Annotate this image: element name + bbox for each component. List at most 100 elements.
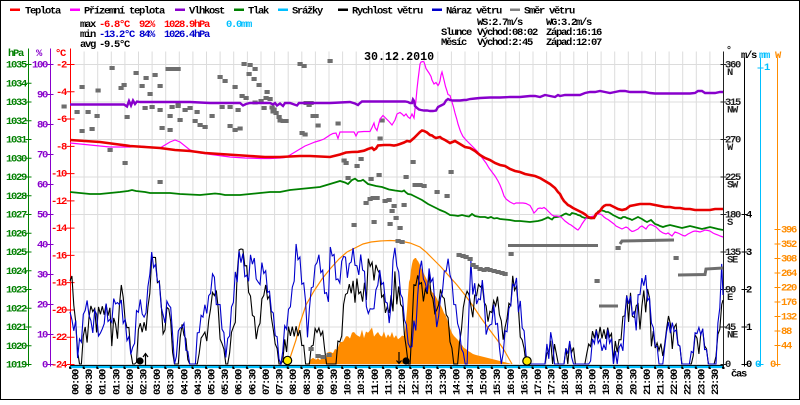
svg-text:-14: -14 [51,223,67,235]
svg-text:1034: 1034 [6,78,27,90]
svg-text:20: 20 [37,300,48,312]
svg-text:44: 44 [781,341,792,353]
svg-text:NE: NE [727,330,738,342]
svg-text:Východ:08:02: Východ:08:02 [477,27,538,39]
svg-text:15:00: 15:00 [479,369,491,395]
svg-text:02:00: 02:00 [125,369,137,395]
svg-text:WG:3.2m/s: WG:3.2m/s [546,17,592,29]
svg-text:min: min [80,29,96,41]
svg-text:Tlak: Tlak [248,6,269,18]
svg-text:17:00: 17:00 [533,369,545,395]
svg-text:00:30: 00:30 [84,369,96,395]
svg-text:WS:2.7m/s: WS:2.7m/s [477,17,523,29]
svg-text:Směr větru: Směr větru [524,6,575,18]
svg-text:19:30: 19:30 [601,369,613,395]
svg-text:-22: -22 [51,332,67,344]
svg-text:NW: NW [727,105,739,117]
svg-text:22:30: 22:30 [683,369,695,395]
svg-text:0: 0 [770,359,776,371]
svg-text:m/s: m/s [741,50,757,62]
svg-text:čas: čas [731,369,747,381]
svg-text:01:30: 01:30 [111,369,123,395]
svg-text:07:30: 07:30 [275,369,287,395]
svg-text:Západ:16:16: Západ:16:16 [546,27,602,39]
svg-text:04:00: 04:00 [179,369,191,395]
svg-text:16:30: 16:30 [519,369,531,395]
svg-text:mm: mm [759,50,770,62]
svg-text:hPa: hPa [8,48,25,60]
svg-text:02:30: 02:30 [139,369,151,395]
svg-text:17:30: 17:30 [547,369,559,395]
svg-text:1032: 1032 [6,116,27,128]
svg-text:-6.8°C: -6.8°C [99,19,131,31]
svg-text:05:00: 05:00 [207,369,219,395]
svg-text:04:30: 04:30 [193,369,205,395]
svg-text:352: 352 [781,239,797,251]
svg-text:23:00: 23:00 [696,369,708,395]
svg-text:14:30: 14:30 [465,369,477,395]
svg-text:1: 1 [764,62,770,74]
svg-text:13:30: 13:30 [438,369,450,395]
svg-text:11:00: 11:00 [370,369,382,395]
svg-text:19:00: 19:00 [588,369,600,395]
svg-text:1029: 1029 [6,172,27,184]
svg-text:-4: -4 [56,87,67,99]
svg-text:20:30: 20:30 [628,369,640,395]
svg-text:-2: -2 [56,60,67,72]
svg-text:%: % [36,48,43,60]
svg-text:S: S [727,217,733,229]
svg-text:360: 360 [725,60,741,72]
svg-text:176: 176 [781,297,797,309]
svg-text:1026: 1026 [6,228,27,240]
svg-text:W: W [775,50,782,62]
svg-text:1: 1 [746,322,752,334]
svg-text:Přízemní teplota: Přízemní teplota [84,6,166,18]
svg-text:11:30: 11:30 [383,369,395,395]
svg-text:308: 308 [781,254,797,266]
svg-text:Slunce: Slunce [441,27,472,39]
svg-text:70: 70 [37,150,48,162]
svg-text:SE: SE [727,255,738,267]
svg-text:-6: -6 [56,114,67,126]
svg-text:15:30: 15:30 [492,369,504,395]
svg-text:20:00: 20:00 [615,369,627,395]
svg-text:0.0mm: 0.0mm [226,19,252,31]
svg-text:3: 3 [746,247,752,259]
svg-text:°C: °C [55,48,67,60]
svg-text:220: 220 [781,283,797,295]
svg-text:14:00: 14:00 [451,369,463,395]
svg-text:396: 396 [781,225,797,237]
svg-text:09:30: 09:30 [329,369,341,395]
svg-text:264: 264 [781,268,797,280]
svg-text:08:30: 08:30 [302,369,314,395]
svg-text:135: 135 [725,247,741,259]
svg-text:-12: -12 [51,196,67,208]
svg-text:05:30: 05:30 [220,369,232,395]
svg-text:10:00: 10:00 [343,369,355,395]
svg-text:01:00: 01:00 [98,369,110,395]
svg-text:40: 40 [37,240,48,252]
svg-text:07:00: 07:00 [261,369,273,395]
svg-text:16:00: 16:00 [506,369,518,395]
svg-text:-20: -20 [51,305,67,317]
svg-text:00:00: 00:00 [71,369,83,395]
svg-text:1028: 1028 [6,191,27,203]
svg-text:0: 0 [755,359,761,371]
svg-text:09:00: 09:00 [315,369,327,395]
svg-text:1023: 1023 [6,285,27,297]
svg-text:03:30: 03:30 [166,369,178,395]
svg-text:Západ:12:07: Západ:12:07 [546,37,602,49]
svg-text:1026.4hPa: 1026.4hPa [164,29,211,41]
svg-text:1027: 1027 [6,210,27,222]
svg-text:12:00: 12:00 [397,369,409,395]
svg-text:270: 270 [725,135,741,147]
svg-text:0: 0 [42,360,48,372]
svg-text:225: 225 [725,172,741,184]
svg-text:max: max [80,19,97,31]
svg-text:1030: 1030 [6,153,27,165]
svg-text:90: 90 [37,90,48,102]
svg-text:Teplota: Teplota [25,6,62,18]
svg-text:30: 30 [37,270,48,282]
svg-text:1022: 1022 [6,303,27,315]
svg-text:0: 0 [746,359,752,371]
